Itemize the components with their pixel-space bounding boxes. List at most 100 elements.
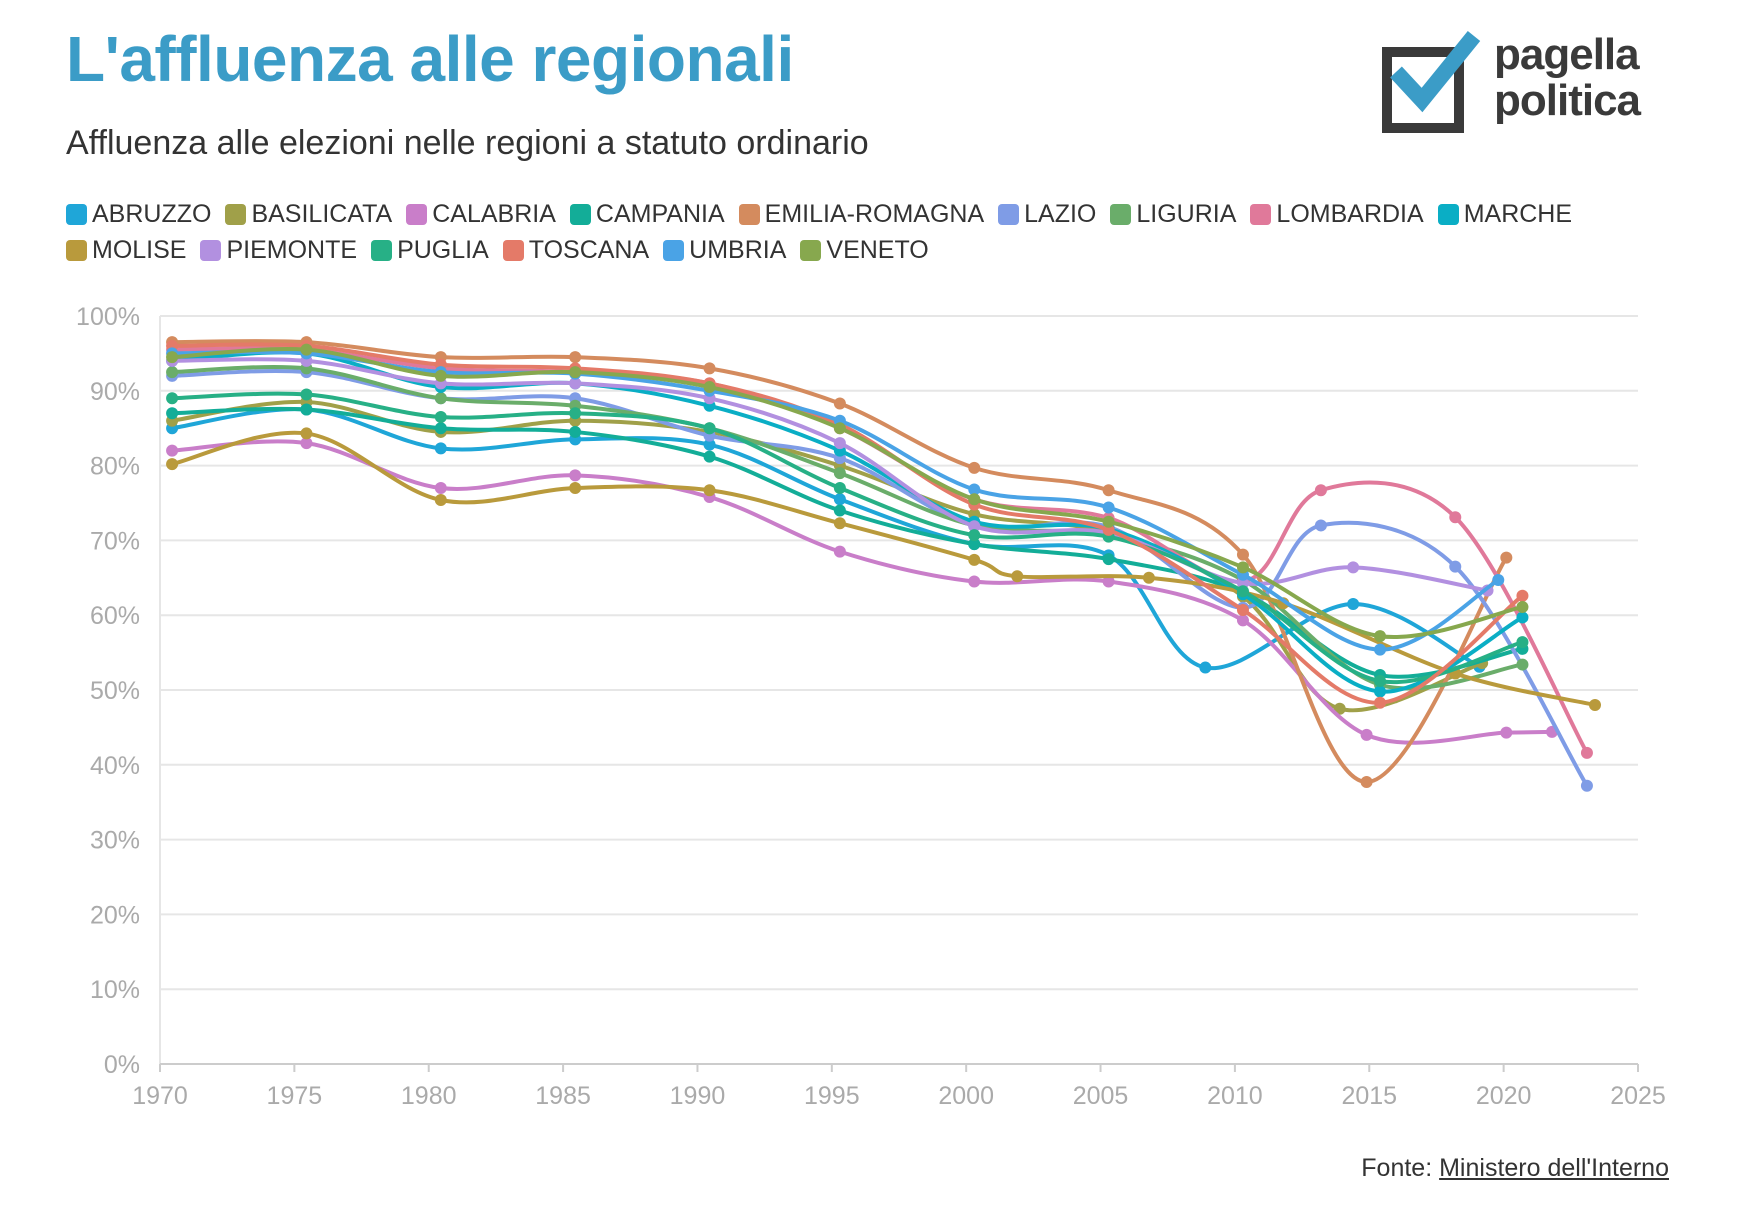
series-line-liguria — [172, 365, 1523, 691]
data-point-piemonte — [968, 520, 981, 533]
data-point-veneto — [968, 493, 981, 506]
legend-item[interactable]: CALABRIA — [406, 200, 556, 229]
x-tick-label: 1985 — [535, 1082, 591, 1110]
logo-wordmark: pagella politica — [1494, 30, 1641, 124]
x-tick-label: 1995 — [804, 1082, 860, 1110]
data-point-lazio — [1449, 560, 1462, 573]
data-point-calabria — [1102, 575, 1115, 588]
x-tick-label: 1970 — [132, 1082, 188, 1110]
x-tick-label: 2025 — [1610, 1082, 1666, 1110]
data-point-calabria — [968, 575, 981, 588]
legend-swatch — [66, 239, 87, 261]
data-point-lazio — [1580, 779, 1593, 792]
y-tick-label: 10% — [90, 976, 140, 1004]
data-point-marche — [1516, 611, 1529, 624]
x-tick-label: 2010 — [1207, 1082, 1263, 1110]
data-point-veneto — [1102, 515, 1115, 528]
legend-item[interactable]: VENETO — [800, 235, 929, 265]
data-point-puglia — [569, 407, 582, 420]
legend-swatch — [502, 239, 524, 261]
legend-swatch — [998, 203, 1020, 225]
data-point-campania — [434, 422, 447, 435]
legend-item[interactable]: LOMBARDIA — [1250, 199, 1424, 229]
data-point-molise — [569, 482, 582, 495]
data-point-veneto — [569, 366, 582, 379]
legend-item[interactable]: CAMPANIA — [569, 200, 725, 229]
legend-item[interactable]: UMBRIA — [663, 236, 786, 265]
chart-subtitle: Affluenza alle elezioni nelle regioni a … — [66, 124, 869, 162]
data-point-puglia — [1374, 675, 1387, 688]
data-point-toscana — [1516, 589, 1529, 602]
data-point-lombardia — [1449, 511, 1462, 524]
series-line-abruzzo — [171, 407, 1481, 671]
legend-item[interactable]: TOSCANA — [502, 235, 650, 265]
x-tick-label: 2000 — [938, 1082, 994, 1110]
data-point-piemonte — [1236, 577, 1249, 590]
data-point-veneto — [833, 422, 846, 435]
data-point-abruzzo — [833, 493, 846, 506]
data-point-emilia-romagna — [1360, 776, 1373, 789]
data-point-veneto — [300, 343, 313, 356]
legend-label: TOSCANA — [528, 235, 650, 264]
legend-item[interactable]: MOLISE — [66, 236, 186, 265]
data-point-emilia-romagna — [833, 397, 846, 410]
legend-label: VENETO — [826, 235, 929, 264]
pagella-politica-logo: pagella politica — [1382, 30, 1682, 134]
legend-swatch — [1110, 203, 1132, 225]
legend-label: MOLISE — [92, 235, 187, 264]
data-point-puglia — [968, 529, 981, 542]
y-tick-label: 90% — [90, 378, 140, 406]
data-point-molise — [1589, 698, 1602, 711]
legend-label: PUGLIA — [397, 235, 489, 264]
legend-item[interactable]: MARCHE — [1437, 200, 1572, 229]
data-point-puglia — [1516, 636, 1529, 649]
data-point-toscana — [1374, 696, 1387, 709]
legend-item[interactable]: PUGLIA — [371, 236, 489, 265]
y-tick-label: 40% — [90, 752, 140, 780]
data-point-piemonte — [1347, 561, 1360, 574]
data-point-calabria — [1236, 614, 1249, 627]
data-point-abruzzo — [703, 438, 716, 451]
data-point-puglia — [833, 482, 846, 495]
y-tick-label: 50% — [90, 677, 140, 705]
legend-item[interactable]: EMILIA-ROMAGNA — [738, 199, 985, 229]
logo-line-1: pagella — [1494, 30, 1640, 79]
data-point-umbria — [1374, 643, 1387, 656]
x-tick-label: 2005 — [1073, 1082, 1129, 1110]
data-point-lombardia — [1314, 484, 1327, 497]
data-point-calabria — [434, 482, 447, 495]
data-point-calabria — [1500, 726, 1513, 739]
data-point-molise — [434, 494, 447, 507]
data-point-calabria — [833, 545, 846, 558]
data-point-molise — [833, 517, 846, 530]
legend-label: UMBRIA — [689, 235, 787, 264]
series-line-toscana — [172, 342, 1524, 705]
legend-label: LAZIO — [1024, 199, 1097, 228]
legend-item[interactable]: ABRUZZO — [66, 200, 211, 229]
legend-label: LOMBARDIA — [1276, 199, 1424, 228]
legend-swatch — [225, 203, 247, 225]
data-point-emilia-romagna — [968, 461, 981, 474]
legend-item[interactable]: LAZIO — [998, 200, 1096, 229]
legend-label: EMILIA-ROMAGNA — [764, 199, 985, 228]
legend-swatch — [1250, 203, 1272, 225]
y-tick-label: 100% — [76, 303, 140, 331]
data-point-lombardia — [1580, 746, 1593, 759]
data-point-molise — [703, 484, 716, 497]
chart-title: L'affluenza alle regionali — [66, 23, 794, 95]
y-tick-label: 80% — [90, 453, 140, 481]
legend-swatch — [800, 239, 822, 261]
x-tick-label: 1990 — [670, 1082, 726, 1110]
data-point-toscana — [1236, 603, 1249, 616]
y-tick-label: 20% — [90, 901, 140, 929]
legend-item[interactable]: LIGURIA — [1110, 200, 1236, 229]
data-point-campania — [833, 504, 846, 517]
legend-swatch — [371, 239, 393, 261]
data-point-lazio — [1314, 519, 1327, 532]
legend-item[interactable]: BASILICATA — [225, 200, 392, 229]
legend-swatch — [406, 203, 428, 225]
source-link[interactable]: Ministero dell'Interno — [1439, 1154, 1669, 1182]
legend-swatch — [738, 203, 760, 225]
legend-item[interactable]: PIEMONTE — [200, 236, 357, 265]
